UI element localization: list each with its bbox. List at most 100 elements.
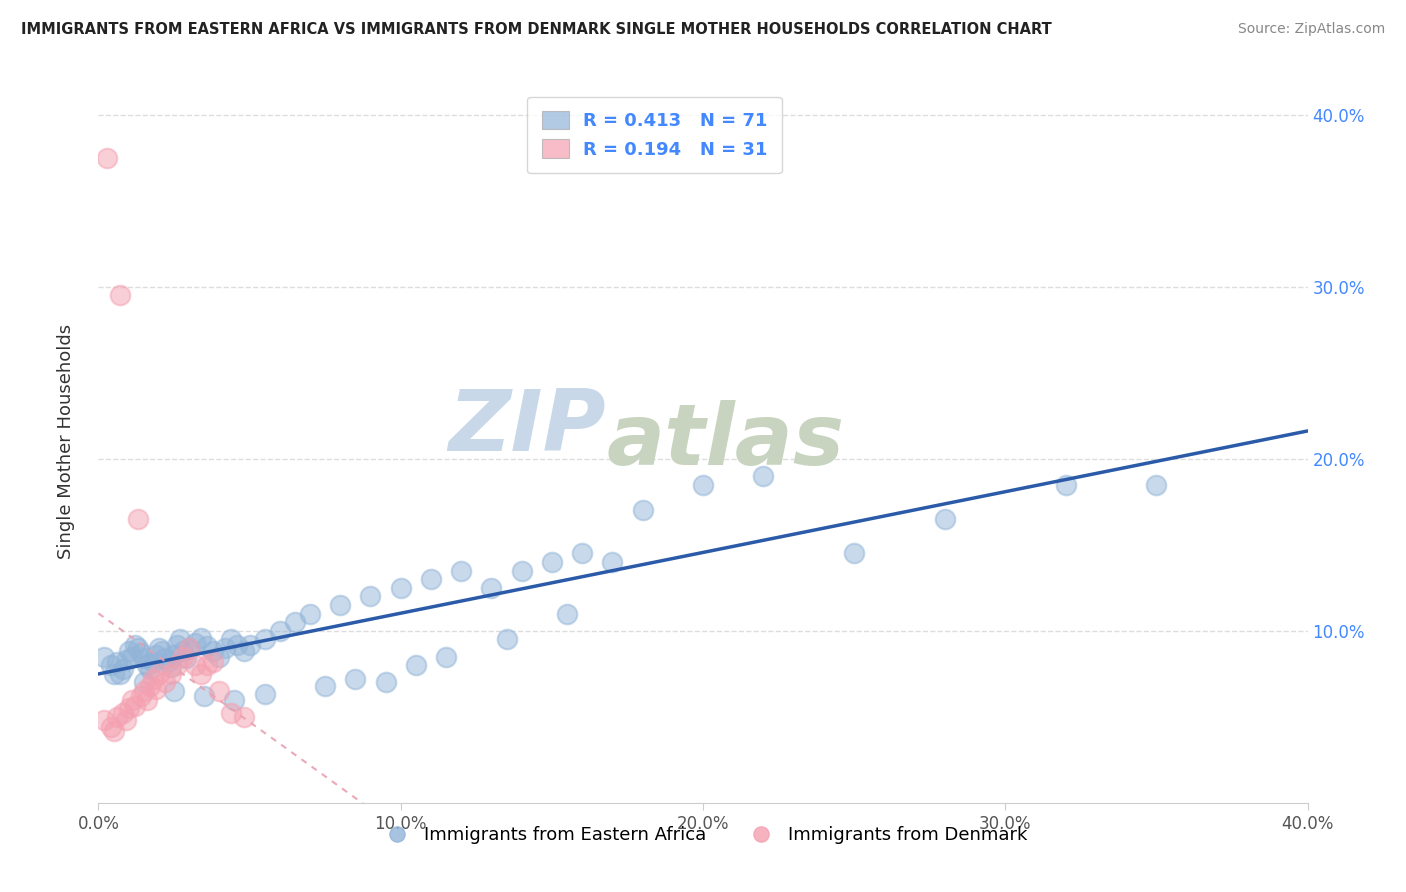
Point: [121, 649, 143, 664]
Point: [179, 640, 201, 655]
Point: [139, 662, 162, 676]
Point: [450, 564, 472, 578]
Point: [202, 644, 225, 658]
Point: [329, 598, 352, 612]
Point: [163, 648, 186, 662]
Y-axis label: Single Mother Households: Single Mother Households: [56, 324, 75, 559]
Point: [124, 638, 146, 652]
Text: Source: ZipAtlas.com: Source: ZipAtlas.com: [1237, 22, 1385, 37]
Point: [195, 658, 218, 673]
Point: [166, 658, 188, 673]
Point: [1144, 477, 1167, 491]
Point: [224, 692, 246, 706]
Point: [108, 288, 131, 302]
Point: [132, 684, 155, 698]
Point: [314, 679, 336, 693]
Point: [844, 546, 866, 560]
Point: [129, 646, 152, 660]
Point: [156, 655, 179, 669]
Point: [1054, 477, 1077, 491]
Point: [221, 706, 243, 721]
Point: [160, 666, 183, 681]
Point: [169, 632, 191, 647]
Point: [420, 572, 443, 586]
Point: [571, 546, 593, 560]
Point: [114, 653, 136, 667]
Point: [111, 662, 134, 676]
Point: [510, 564, 533, 578]
Point: [132, 675, 155, 690]
Point: [172, 649, 194, 664]
Point: [118, 701, 141, 715]
Point: [135, 692, 157, 706]
Point: [299, 607, 322, 621]
Point: [495, 632, 517, 647]
Point: [344, 672, 367, 686]
Point: [145, 682, 167, 697]
Point: [232, 710, 254, 724]
Point: [105, 655, 128, 669]
Text: ZIP: ZIP: [449, 385, 606, 468]
Point: [239, 638, 262, 652]
Point: [269, 624, 291, 638]
Point: [174, 651, 197, 665]
Point: [127, 640, 149, 655]
Point: [142, 672, 165, 686]
Point: [214, 640, 236, 655]
Point: [934, 512, 956, 526]
Point: [232, 644, 254, 658]
Point: [127, 512, 149, 526]
Point: [93, 713, 115, 727]
Point: [195, 639, 218, 653]
Point: [389, 581, 412, 595]
Point: [405, 658, 427, 673]
Point: [105, 710, 128, 724]
Point: [184, 636, 207, 650]
Point: [692, 477, 714, 491]
Point: [253, 687, 276, 701]
Point: [602, 555, 624, 569]
Point: [434, 649, 457, 664]
Point: [118, 644, 141, 658]
Text: atlas: atlas: [606, 400, 845, 483]
Point: [253, 632, 276, 647]
Point: [284, 615, 307, 630]
Point: [360, 590, 382, 604]
Point: [93, 649, 115, 664]
Point: [555, 607, 578, 621]
Point: [752, 469, 775, 483]
Point: [96, 151, 118, 165]
Point: [202, 655, 225, 669]
Point: [135, 658, 157, 673]
Point: [166, 638, 188, 652]
Point: [100, 720, 122, 734]
Point: [481, 581, 503, 595]
Point: [100, 658, 122, 673]
Point: [148, 666, 170, 681]
Point: [190, 631, 212, 645]
Point: [103, 666, 125, 681]
Point: [124, 699, 146, 714]
Point: [121, 692, 143, 706]
Point: [190, 666, 212, 681]
Point: [163, 684, 186, 698]
Point: [374, 675, 396, 690]
Point: [148, 640, 170, 655]
Point: [132, 651, 155, 665]
Point: [108, 666, 131, 681]
Point: [184, 658, 207, 673]
Point: [208, 649, 231, 664]
Point: [142, 655, 165, 669]
Point: [114, 713, 136, 727]
Point: [179, 640, 201, 655]
Point: [129, 689, 152, 703]
Point: [145, 648, 167, 662]
Text: IMMIGRANTS FROM EASTERN AFRICA VS IMMIGRANTS FROM DENMARK SINGLE MOTHER HOUSEHOL: IMMIGRANTS FROM EASTERN AFRICA VS IMMIGR…: [21, 22, 1052, 37]
Point: [193, 689, 215, 703]
Point: [221, 632, 243, 647]
Point: [153, 651, 176, 665]
Point: [150, 644, 173, 658]
Point: [208, 684, 231, 698]
Point: [139, 679, 162, 693]
Point: [540, 555, 562, 569]
